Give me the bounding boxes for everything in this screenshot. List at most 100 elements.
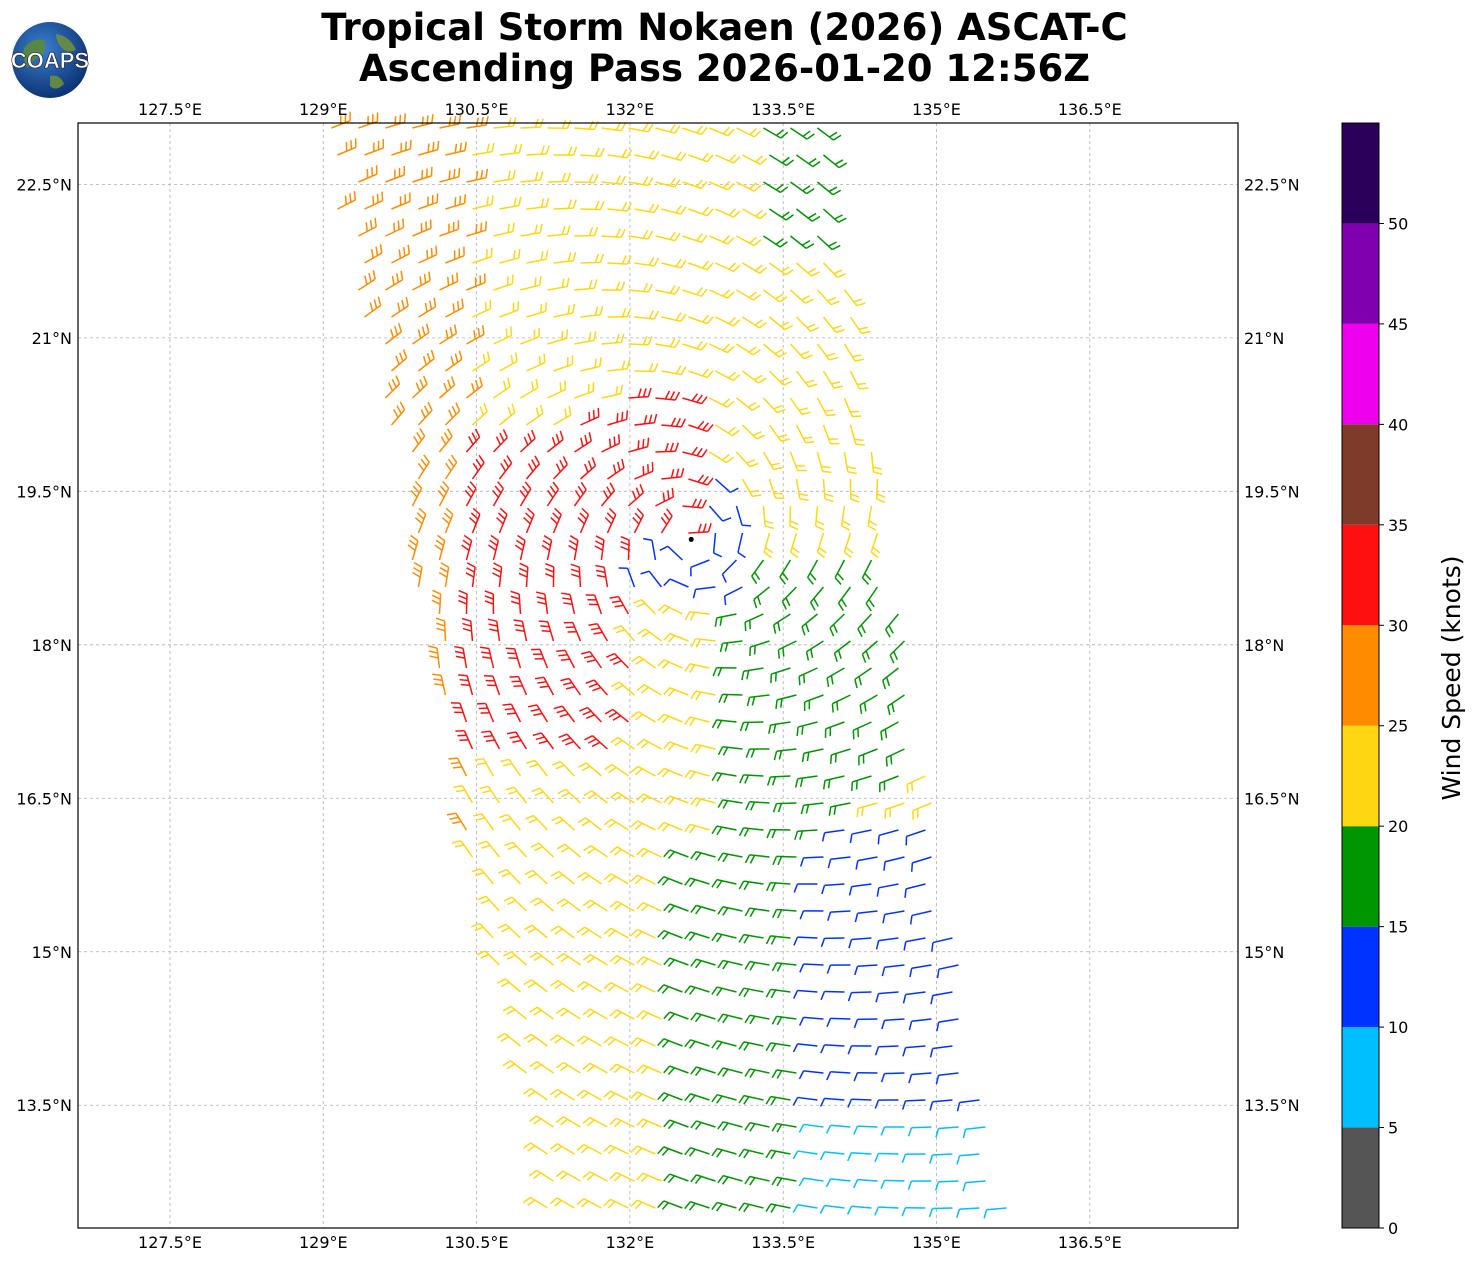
lon-tick-bottom: 130.5°E bbox=[445, 1233, 509, 1252]
wind-barb bbox=[828, 802, 851, 816]
wind-barb bbox=[851, 775, 872, 791]
wind-barb bbox=[479, 785, 501, 804]
wind-barb bbox=[908, 1072, 932, 1084]
colorbar-segment bbox=[1342, 625, 1379, 726]
wind-barb bbox=[657, 875, 683, 886]
wind-barb bbox=[717, 1067, 743, 1078]
wind-barb bbox=[364, 139, 385, 156]
wind-barb bbox=[630, 1091, 656, 1101]
wind-barb bbox=[655, 442, 680, 453]
wind-barb bbox=[690, 797, 716, 807]
wind-barb bbox=[630, 874, 656, 885]
wind-barb bbox=[492, 429, 508, 453]
wind-barb bbox=[816, 181, 842, 196]
wind-barb bbox=[849, 478, 860, 503]
wind-barb bbox=[819, 1097, 845, 1107]
wind-barb bbox=[717, 852, 743, 863]
wind-barb bbox=[655, 124, 681, 134]
wind-barb bbox=[663, 1119, 689, 1130]
wind-barb bbox=[471, 867, 495, 885]
wind-barb bbox=[663, 1011, 689, 1022]
wind-barb bbox=[772, 802, 797, 813]
wind-barb bbox=[657, 767, 683, 778]
wind-barb bbox=[936, 1018, 959, 1032]
wind-barb bbox=[711, 1147, 737, 1158]
wind-barb bbox=[688, 260, 714, 271]
lat-tick-right: 18°N bbox=[1244, 636, 1284, 655]
wind-barb bbox=[763, 532, 774, 559]
wind-barb bbox=[606, 652, 629, 669]
wind-barb bbox=[503, 896, 527, 912]
wind-barb bbox=[385, 165, 405, 183]
wind-barb bbox=[795, 208, 821, 222]
wind-barb bbox=[684, 877, 710, 888]
wind-barb bbox=[595, 564, 609, 588]
wind-barb bbox=[630, 820, 656, 831]
wind-barb bbox=[412, 323, 430, 345]
wind-barb bbox=[607, 410, 629, 426]
wind-barb bbox=[627, 483, 645, 507]
map-frame bbox=[77, 122, 1239, 1229]
wind-barb bbox=[736, 343, 761, 356]
wind-barb bbox=[742, 154, 768, 165]
wind-barb bbox=[789, 505, 799, 531]
wind-barb bbox=[412, 219, 432, 237]
wind-barb bbox=[736, 289, 762, 301]
wind-barb bbox=[601, 384, 624, 399]
wind-barb bbox=[883, 856, 905, 871]
wind-barb bbox=[655, 390, 681, 401]
lon-tick-bottom: 133.5°E bbox=[751, 1233, 815, 1252]
wind-barb bbox=[520, 276, 542, 291]
wind-barb bbox=[744, 1014, 770, 1025]
wind-barb bbox=[723, 586, 743, 606]
wind-barb bbox=[582, 1008, 608, 1020]
coaps-logo: COAPS bbox=[11, 22, 89, 98]
wind-barb bbox=[661, 151, 687, 162]
wind-barb bbox=[547, 225, 571, 237]
wind-barb bbox=[634, 462, 654, 480]
wind-barb bbox=[657, 1146, 683, 1156]
wind-barb bbox=[795, 316, 820, 332]
wind-barb bbox=[610, 681, 635, 696]
wind-barb bbox=[801, 613, 818, 636]
wind-barb bbox=[636, 1118, 662, 1129]
wind-barb bbox=[717, 746, 743, 756]
wind-barb bbox=[661, 258, 687, 269]
wind-barb bbox=[636, 901, 662, 912]
wind-barb bbox=[568, 535, 579, 561]
wind-barb bbox=[859, 694, 878, 715]
wind-barb bbox=[547, 380, 567, 399]
wind-barb bbox=[803, 694, 824, 711]
colorbar-frame bbox=[1341, 122, 1380, 1229]
wind-barb bbox=[526, 145, 550, 156]
wind-barb bbox=[532, 732, 555, 750]
wind-barb bbox=[661, 312, 687, 323]
wind-barb bbox=[634, 150, 660, 160]
wind-barb bbox=[553, 405, 572, 426]
wind-barb bbox=[499, 143, 523, 156]
wind-barb bbox=[848, 883, 872, 896]
wind-barb bbox=[603, 1036, 629, 1047]
wind-barb bbox=[843, 451, 857, 475]
wind-barb bbox=[546, 481, 560, 507]
wind-barb bbox=[709, 180, 735, 191]
wind-barb bbox=[847, 1045, 872, 1055]
wind-barb bbox=[792, 1043, 818, 1053]
wind-barb bbox=[603, 1144, 629, 1155]
wind-barb bbox=[684, 931, 710, 942]
wind-barb bbox=[711, 1201, 737, 1212]
wind-barb bbox=[765, 988, 791, 999]
wind-barb bbox=[472, 299, 492, 318]
wind-barb bbox=[478, 840, 501, 858]
wind-barb bbox=[768, 721, 791, 734]
wind-barb bbox=[364, 191, 384, 210]
wind-barb bbox=[714, 613, 737, 627]
wind-barb bbox=[735, 451, 759, 468]
lat-tick-left: 21°N bbox=[32, 329, 72, 348]
wind-barb bbox=[910, 856, 932, 872]
wind-barb bbox=[962, 1180, 986, 1192]
wind-barb bbox=[751, 559, 765, 585]
wind-barb bbox=[634, 413, 658, 426]
wind-barb bbox=[437, 481, 450, 507]
wind-barb bbox=[391, 192, 411, 210]
